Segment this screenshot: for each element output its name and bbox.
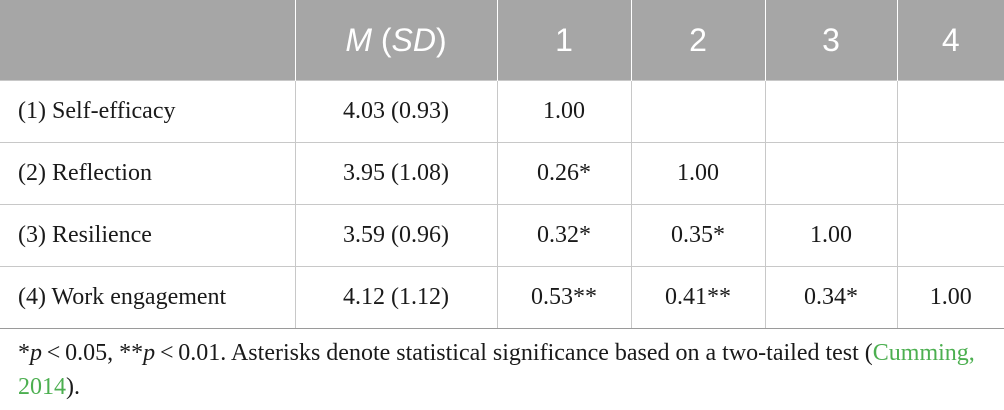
cell-mean-sd: 3.95 (1.08) bbox=[294, 142, 498, 205]
cell-mean-sd: 3.59 (0.96) bbox=[294, 204, 498, 267]
cell-col-4 bbox=[896, 80, 1004, 143]
cell-col-2: 1.00 bbox=[630, 142, 766, 205]
note-text-3: ). bbox=[66, 374, 80, 400]
header-sd: SD bbox=[391, 21, 436, 58]
header-col-4: 4 bbox=[896, 0, 1004, 81]
row-label: (4) Work engagement bbox=[0, 266, 296, 329]
header-m: M bbox=[345, 21, 372, 58]
correlation-table: M (SD) 1 2 3 4 (1) Self-efficacy 4.03 (0… bbox=[0, 0, 1004, 329]
citation-link[interactable]: Cumming, 2014 bbox=[18, 340, 975, 400]
cell-col-2 bbox=[630, 80, 766, 143]
cell-col-3 bbox=[764, 80, 898, 143]
note-p-1: p bbox=[30, 340, 42, 366]
table-row: (4) Work engagement 4.12 (1.12) 0.53** 0… bbox=[0, 266, 1004, 329]
table-row: (2) Reflection 3.95 (1.08) 0.26* 1.00 bbox=[0, 142, 1004, 205]
cell-col-2: 0.35* bbox=[630, 204, 766, 267]
cell-col-3: 1.00 bbox=[764, 204, 898, 267]
note-text-2: < 0.01. Asterisks denote statistical sig… bbox=[155, 340, 873, 366]
table-row: (1) Self-efficacy 4.03 (0.93) 1.00 bbox=[0, 80, 1004, 143]
cell-col-3: 0.34* bbox=[764, 266, 898, 329]
cell-col-1: 0.53** bbox=[496, 266, 632, 329]
cell-mean-sd: 4.03 (0.93) bbox=[294, 80, 498, 143]
correlation-table-wrapper: M (SD) 1 2 3 4 (1) Self-efficacy 4.03 (0… bbox=[0, 0, 1004, 329]
header-label-col bbox=[0, 0, 296, 81]
cell-col-2: 0.41** bbox=[630, 266, 766, 329]
cell-col-4 bbox=[896, 204, 1004, 267]
cell-col-1: 0.26* bbox=[496, 142, 632, 205]
cell-mean-sd: 4.12 (1.12) bbox=[294, 266, 498, 329]
note-p-2: p bbox=[143, 340, 156, 366]
note-star: * bbox=[18, 340, 30, 366]
header-col-1: 1 bbox=[496, 0, 632, 81]
cell-col-4: 1.00 bbox=[896, 266, 1004, 329]
cell-col-3 bbox=[764, 142, 898, 205]
header-mean-sd: M (SD) bbox=[294, 0, 498, 81]
table-row: (3) Resilience 3.59 (0.96) 0.32* 0.35* 1… bbox=[0, 204, 1004, 267]
row-label: (1) Self-efficacy bbox=[0, 80, 296, 143]
cell-col-4 bbox=[896, 142, 1004, 205]
header-col-2: 2 bbox=[630, 0, 766, 81]
row-label: (3) Resilience bbox=[0, 204, 296, 267]
header-row: M (SD) 1 2 3 4 bbox=[0, 0, 1004, 81]
table-footnote: *p < 0.05, **p < 0.01. Asterisks denote … bbox=[18, 336, 988, 404]
cell-col-1: 0.32* bbox=[496, 204, 632, 267]
row-label: (2) Reflection bbox=[0, 142, 296, 205]
cell-col-1: 1.00 bbox=[496, 80, 632, 143]
note-text-1: < 0.05, ** bbox=[42, 340, 144, 366]
header-col-3: 3 bbox=[764, 0, 898, 81]
